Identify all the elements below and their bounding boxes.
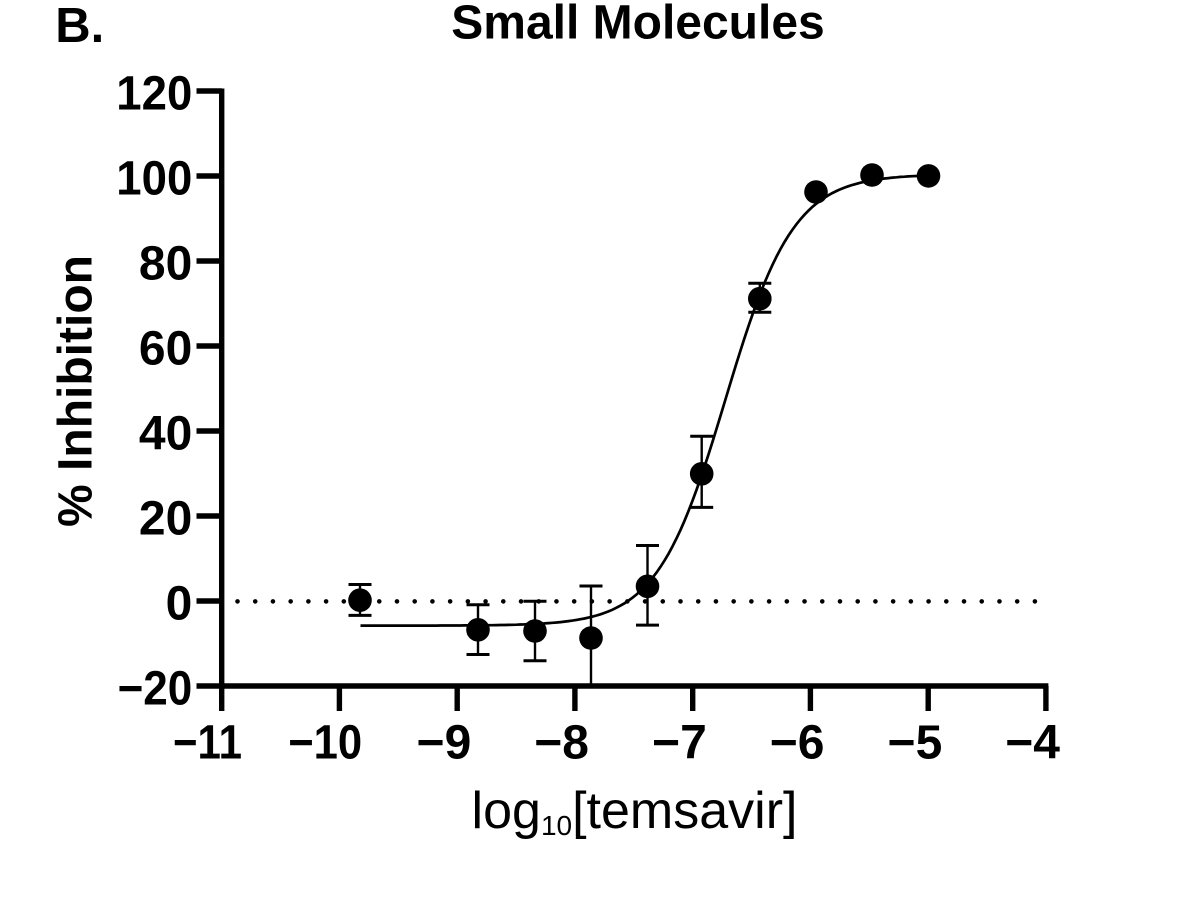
svg-text:80: 80 — [139, 237, 192, 290]
svg-text:20: 20 — [139, 492, 192, 545]
svg-text:40: 40 — [139, 407, 192, 460]
svg-text:0: 0 — [166, 577, 193, 630]
svg-text:log10[temsavir]: log10[temsavir] — [472, 782, 798, 841]
svg-text:60: 60 — [139, 322, 192, 375]
svg-text:−11: −11 — [173, 716, 242, 769]
svg-text:−10: −10 — [288, 716, 362, 769]
svg-text:−8: −8 — [534, 716, 589, 769]
svg-text:B.: B. — [55, 0, 104, 53]
svg-text:−6: −6 — [770, 716, 825, 769]
svg-text:−20: −20 — [118, 662, 193, 715]
svg-text:Small Molecules: Small Molecules — [451, 0, 824, 50]
svg-text:−4: −4 — [1005, 716, 1060, 769]
svg-text:−7: −7 — [652, 716, 707, 769]
svg-text:% Inhibition: % Inhibition — [50, 255, 103, 527]
svg-text:120: 120 — [116, 67, 192, 120]
svg-text:−9: −9 — [417, 716, 472, 769]
svg-text:100: 100 — [116, 152, 192, 205]
svg-text:−5: −5 — [888, 716, 943, 769]
